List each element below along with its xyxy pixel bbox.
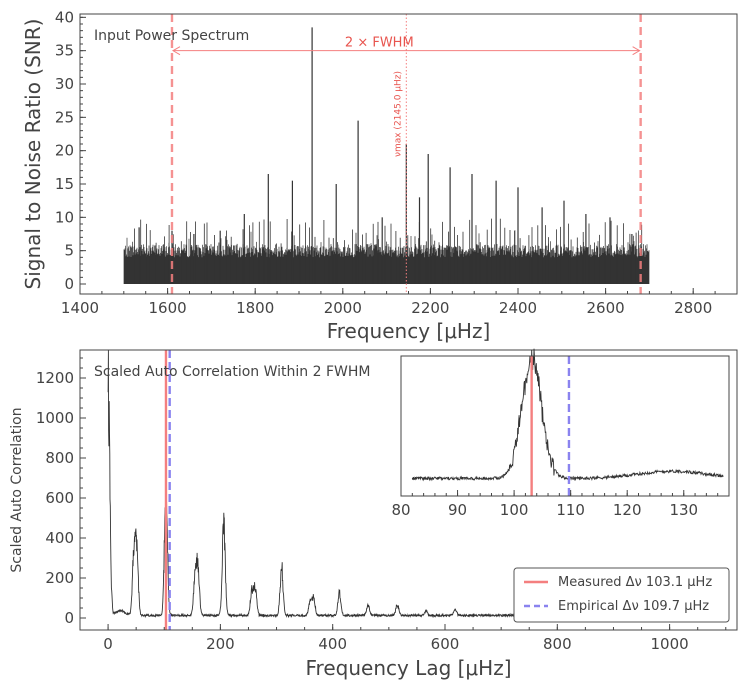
inset-x-tick-label: 130 [669, 501, 698, 519]
power-spectrum-y-axis: 0 5 10 15 20 25 30 35 40 [55, 8, 86, 293]
autocorrelation-panel: 0 200 400 600 800 1000 020040060080010001200 … [9, 348, 738, 680]
x-tick-label: 600 [431, 635, 460, 653]
power-spectrum-y-label: Signal to Noise Ratio (SNR) [21, 19, 45, 290]
power-spectrum-x-axis: 1400 1600 1800 2000 2200 2400 2600 2800 [61, 288, 738, 317]
x-tick-label: 1000 [651, 635, 689, 653]
y-tick-label: 25 [55, 108, 74, 126]
inset-x-tick-label: 90 [448, 501, 467, 519]
inset-line [411, 348, 724, 482]
inset-x-tick-label: 110 [556, 501, 585, 519]
x-tick-label: 2400 [499, 299, 537, 317]
y-tick-label: 10 [55, 208, 74, 226]
y-tick-label: 0 [64, 609, 74, 627]
x-tick-label: 2000 [324, 299, 362, 317]
inset-background [401, 356, 729, 496]
y-tick-label: 200 [45, 569, 74, 587]
y-tick-label: 15 [55, 175, 74, 193]
legend-label-measured: Measured Δν 103.1 μHz [558, 575, 712, 590]
power-spectrum-annotations: 2 × FWHM νmax (2145.0 μHz) [170, 14, 642, 294]
autocorrelation-inset: 80 90 100 110 120 130 [391, 348, 730, 519]
autocorrelation-y-label: Scaled Auto Correlation [9, 407, 25, 572]
autocorrelation-y-axis: 0 200 400 600 800 1000 1200 [36, 357, 86, 627]
y-tick-label: 35 [55, 42, 74, 60]
autocorrelation-x-label: Frequency Lag [μHz] [306, 656, 512, 680]
legend-label-empirical: Empirical Δν 109.7 μHz [558, 599, 709, 614]
y-tick-label: 400 [45, 529, 74, 547]
x-tick-label: 800 [543, 635, 572, 653]
autocorrelation-x-axis: 0 200 400 600 800 1000 [79, 624, 727, 653]
x-tick-label: 2600 [587, 299, 625, 317]
inset-x-tick-label: 80 [391, 501, 410, 519]
autocorrelation-title: Scaled Auto Correlation Within 2 FWHM [94, 364, 370, 380]
fwhm-arrowhead-left [171, 46, 181, 56]
numax-label: νmax (2145.0 μHz) [393, 71, 403, 157]
y-tick-label: 30 [55, 75, 74, 93]
power-spectrum-panel: 2 × FWHM νmax (2145.0 μHz) 1400 1600 1800 2… [21, 8, 738, 343]
x-tick-label: 1800 [236, 299, 274, 317]
y-tick-label: 1000 [36, 409, 74, 427]
inset-frame [400, 355, 730, 497]
inset-x-axis: 80 90 100 110 120 130 [391, 490, 730, 519]
power-spectrum-title: Input Power Spectrum [94, 28, 249, 44]
x-tick-label: 400 [318, 635, 347, 653]
fwhm-arrowhead-right [632, 46, 641, 56]
power-spectrum-trace [123, 27, 650, 284]
x-tick-label: 1400 [61, 299, 99, 317]
inset-x-tick-label: 120 [613, 501, 642, 519]
legend-box [513, 567, 730, 623]
x-tick-label: 2800 [674, 299, 712, 317]
y-tick-label: 20 [55, 142, 74, 160]
x-tick-label: 1600 [149, 299, 187, 317]
power-spectrum-x-label: Frequency [μHz] [327, 319, 491, 343]
y-tick-label: 1200 [36, 369, 74, 387]
y-tick-label: 0 [64, 275, 74, 293]
noise-trace [123, 230, 650, 284]
autocorrelation-frame [79, 349, 738, 631]
y-tick-label: 40 [55, 8, 74, 26]
legend: Measured Δν 103.1 μHz Empirical Δν 109.7… [513, 567, 730, 623]
y-tick-label: 5 [64, 242, 74, 260]
inset-x-tick-label: 100 [500, 501, 529, 519]
x-tick-label: 2200 [411, 299, 449, 317]
fwhm-label: 2 × FWHM [345, 36, 414, 51]
x-tick-label: 200 [206, 635, 235, 653]
y-tick-label: 800 [45, 449, 74, 467]
inset-trace [411, 348, 724, 482]
x-tick-label: 0 [103, 635, 113, 653]
y-tick-label: 600 [45, 489, 74, 507]
